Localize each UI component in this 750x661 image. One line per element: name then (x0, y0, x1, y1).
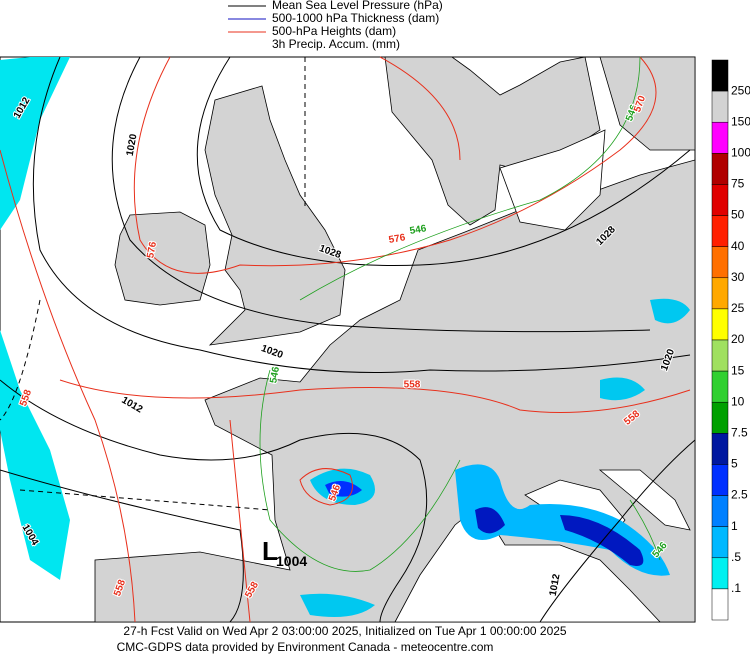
colorbar-label: 30 (731, 270, 745, 284)
colorbar-segment (711, 339, 729, 372)
colorbar-segment (711, 153, 729, 185)
colorbar-segment (711, 59, 729, 92)
colorbar-segment (711, 495, 729, 527)
height-contour (379, 56, 461, 161)
footer-line: 27-h Fcst Valid on Wed Apr 2 03:00:00 20… (123, 624, 567, 638)
colorbar-segment (711, 370, 729, 403)
legend: Mean Sea Level Pressure (hPa)500-1000 hP… (228, 0, 443, 51)
contour-label: 546 (268, 365, 282, 384)
colorbar-label: 25 (731, 301, 745, 315)
low-symbol: L (262, 536, 278, 566)
colorbar: 250 150 100 75 50 40 30 25 20 15 10 7.5 5 2.5 1 .5 .1 (711, 59, 750, 621)
colorbar-segment (711, 121, 729, 154)
colorbar-label: 100 (731, 146, 750, 160)
colorbar-segment (711, 557, 729, 590)
contour-label: 1012 (548, 573, 563, 597)
colorbar-label: .1 (731, 581, 741, 595)
contour-label: 576 (145, 240, 159, 259)
isobar (32, 56, 691, 373)
colorbar-segment (711, 246, 729, 279)
colorbar-label: 7.5 (731, 426, 748, 440)
isobar (0, 469, 244, 623)
height-contour (229, 419, 251, 623)
great-britain (204, 85, 346, 346)
legend-label: 500-hPa Heights (dam) (272, 24, 396, 38)
ireland (114, 211, 211, 306)
colorbar-segment (711, 588, 729, 621)
colorbar-label: 5 (731, 457, 738, 471)
legend-label: Mean Sea Level Pressure (hPa) (272, 0, 443, 12)
colorbar-segment (711, 433, 729, 465)
finland (599, 56, 696, 151)
contour-label: 1020 (125, 133, 140, 157)
contour-label: 576 (388, 232, 407, 246)
colorbar-segment (711, 401, 729, 434)
precip-area (475, 507, 644, 566)
colorbar-segment (711, 215, 729, 247)
colorbar-label: 15 (731, 363, 745, 377)
isobar (539, 439, 696, 623)
footer-line: CMC-GDPS data provided by Environment Ca… (117, 640, 494, 654)
isobar (0, 379, 428, 623)
height-contour (299, 468, 353, 506)
dashed-line (0, 57, 306, 511)
colorbar-label: 10 (731, 394, 745, 408)
colorbar-segment (711, 308, 729, 341)
map: L 1004 (0, 56, 696, 623)
precip-area (0, 57, 70, 230)
colorbar-label: 1 (731, 519, 738, 533)
colorbar-segment (711, 184, 729, 216)
thickness-contour (259, 369, 461, 572)
mediterranean-sea (394, 504, 661, 623)
colorbar-label: 250 (731, 83, 750, 97)
thickness-contour (299, 56, 641, 301)
colorbar-segment (711, 526, 729, 559)
colorbar-label: 150 (731, 114, 750, 128)
thickness-contour (629, 499, 661, 561)
colorbar-label: 2.5 (731, 488, 748, 502)
height-contour (0, 149, 136, 623)
colorbar-label: .5 (731, 550, 741, 564)
colorbar-label: 50 (731, 208, 745, 222)
colorbar-segment (711, 277, 729, 310)
colorbar-label: 40 (731, 239, 745, 253)
colorbar-label: 20 (731, 332, 745, 346)
low-pressure: 1004 (276, 553, 307, 569)
contour-label: 546 (409, 223, 428, 237)
colorbar-label: 75 (731, 177, 745, 191)
precip-area (0, 330, 70, 580)
adriatic-sea (598, 469, 691, 531)
legend-label: 500-1000 hPa Thickness (dam) (272, 11, 439, 25)
isobar (111, 56, 651, 333)
legend-label: 3h Precip. Accum. (mm) (272, 37, 400, 51)
baltic-sea (499, 129, 606, 231)
height-contour (59, 379, 691, 413)
colorbar-segment (711, 464, 729, 496)
contour-label: 558 (404, 380, 421, 391)
colorbar-segment (711, 90, 729, 123)
height-contour (133, 56, 657, 274)
